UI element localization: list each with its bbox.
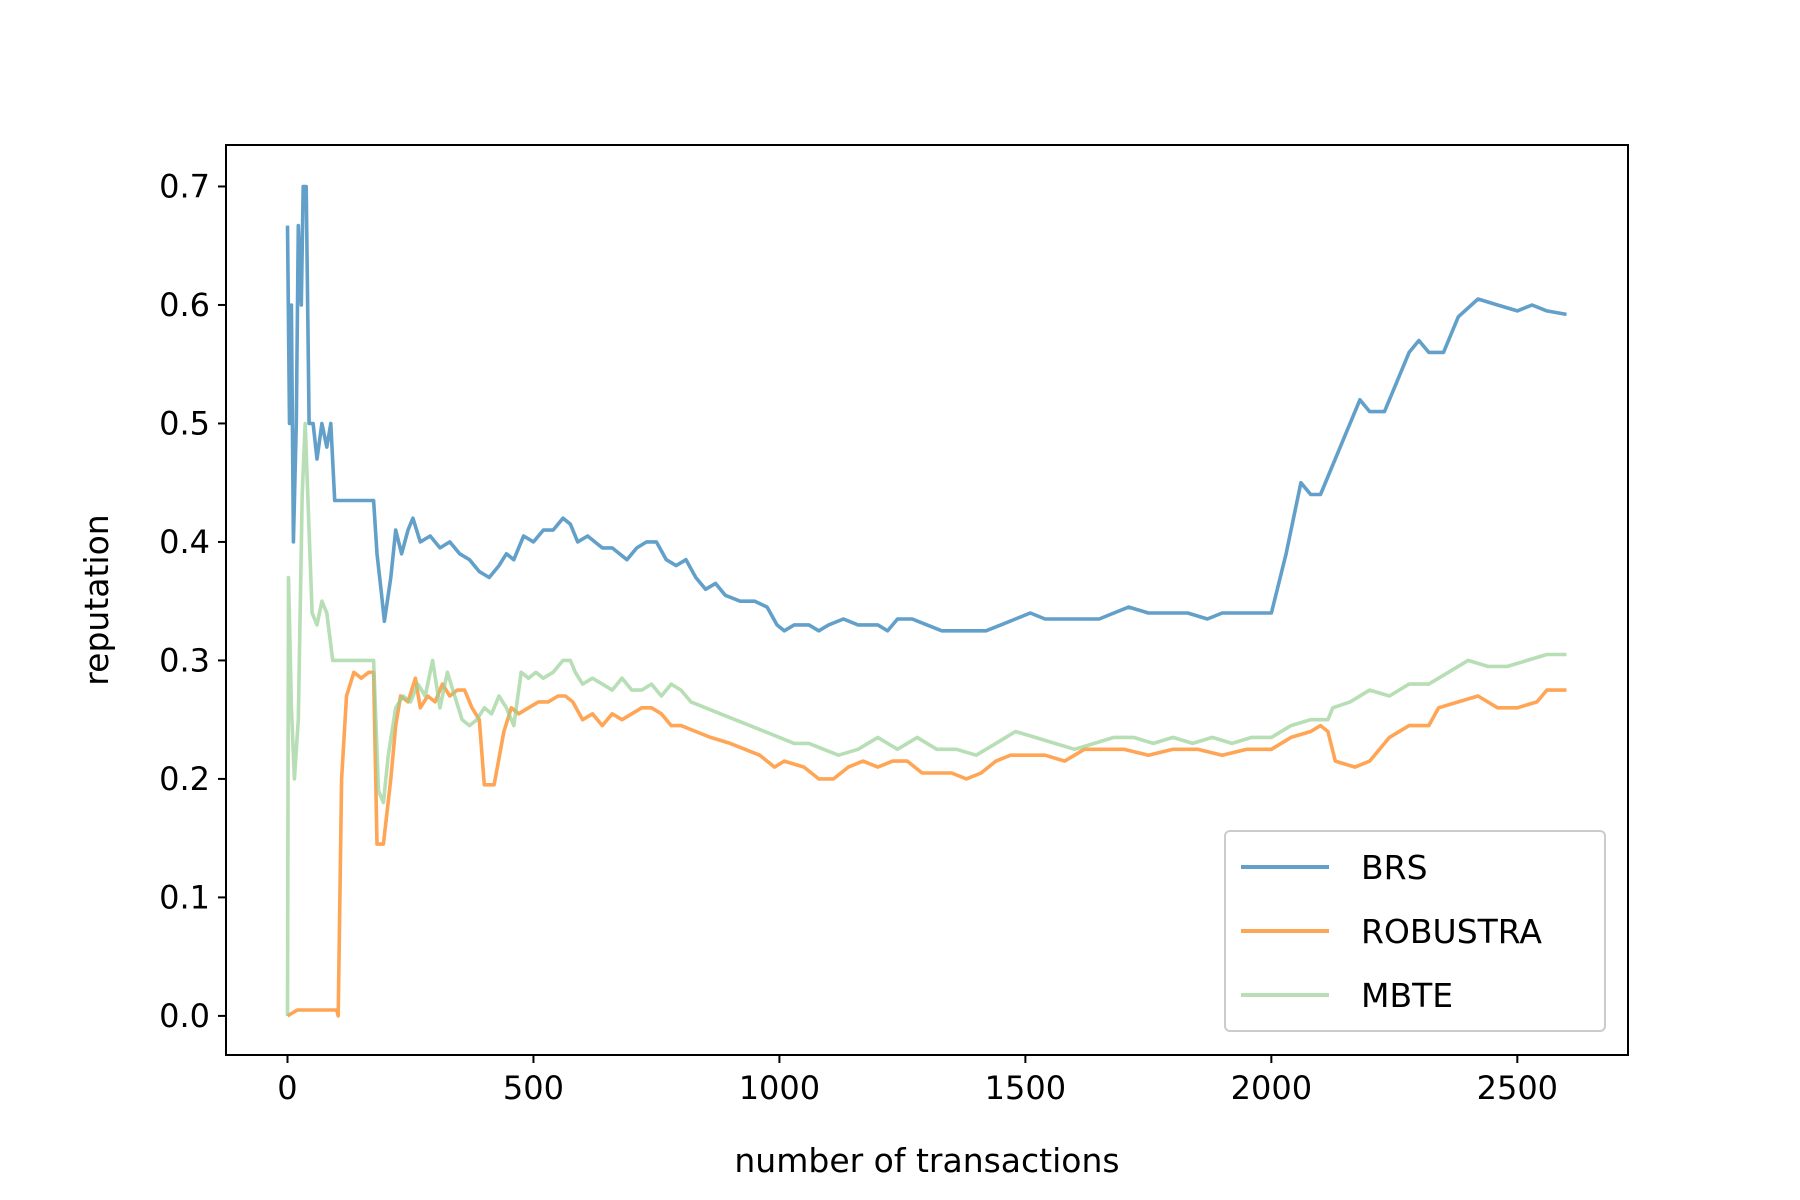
y-tick-label: 0.4 xyxy=(159,523,210,561)
series-line-mbte xyxy=(285,421,1567,1016)
legend-label-mbte: MBTE xyxy=(1361,976,1453,1015)
x-tick-label: 2000 xyxy=(1231,1069,1312,1107)
x-tick-label: 2500 xyxy=(1477,1069,1558,1107)
y-tick-label: 0.5 xyxy=(159,404,210,442)
x-tick-label: 0 xyxy=(277,1069,297,1107)
x-axis-label: number of transactions xyxy=(734,1141,1119,1180)
series-layer xyxy=(285,184,1567,1018)
plot-frame xyxy=(225,144,1629,1056)
x-tick-label: 500 xyxy=(503,1069,564,1107)
series-line-brs xyxy=(285,184,1567,633)
x-tick-label: 1500 xyxy=(985,1069,1066,1107)
legend-frame xyxy=(1224,830,1606,1032)
y-axis: 0.0 0.1 0.2 0.3 0.4 0.5 0.6 0.7 xyxy=(159,167,226,1035)
legend-label-brs: BRS xyxy=(1361,848,1428,887)
y-tick-label: 0.7 xyxy=(159,167,210,205)
series-line-robustra xyxy=(286,670,1567,1018)
y-tick-label: 0.1 xyxy=(159,878,210,916)
y-tick-label: 0.2 xyxy=(159,760,210,798)
legend: BRS ROBUSTRA MBTE xyxy=(1224,830,1606,1032)
y-tick-label: 0.3 xyxy=(159,641,210,679)
y-tick-label: 0.6 xyxy=(159,286,210,324)
x-tick-label: 1000 xyxy=(739,1069,820,1107)
y-axis-label: reputation xyxy=(77,514,116,685)
legend-label-robustra: ROBUSTRA xyxy=(1361,912,1542,951)
y-tick-label: 0.0 xyxy=(159,997,210,1035)
x-axis: 0 500 1000 1500 2000 2500 xyxy=(277,1055,1558,1107)
